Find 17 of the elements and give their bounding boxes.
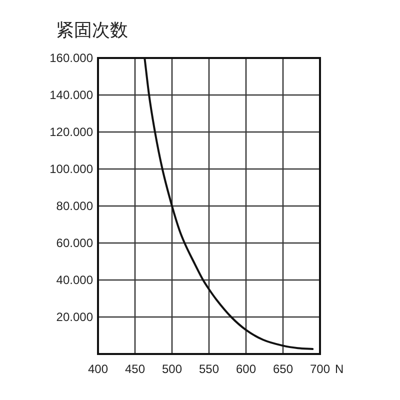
x-tick-label: 550 (198, 362, 220, 376)
y-tick-label: 40.000 (56, 273, 94, 287)
y-axis-title: 紧固次数 (56, 20, 128, 40)
y-tick-label: 160.000 (50, 51, 94, 65)
y-tick-label: 80.000 (56, 199, 94, 213)
x-tick-label: 650 (272, 362, 294, 376)
x-tick-label: 500 (162, 362, 182, 376)
y-tick-label: 140.000 (50, 88, 94, 102)
y-tick-label: 120.000 (50, 125, 94, 139)
x-axis-title: N (335, 362, 344, 376)
x-tick-label: 600 (236, 362, 256, 376)
y-tick-label: 60.000 (56, 236, 94, 250)
x-tick-label: 450 (124, 362, 146, 376)
x-tick-label: 700 (310, 362, 330, 376)
y-tick-label: 20.000 (56, 310, 94, 324)
x-tick-label: 400 (88, 362, 108, 376)
y-tick-label: 100.000 (50, 162, 94, 176)
